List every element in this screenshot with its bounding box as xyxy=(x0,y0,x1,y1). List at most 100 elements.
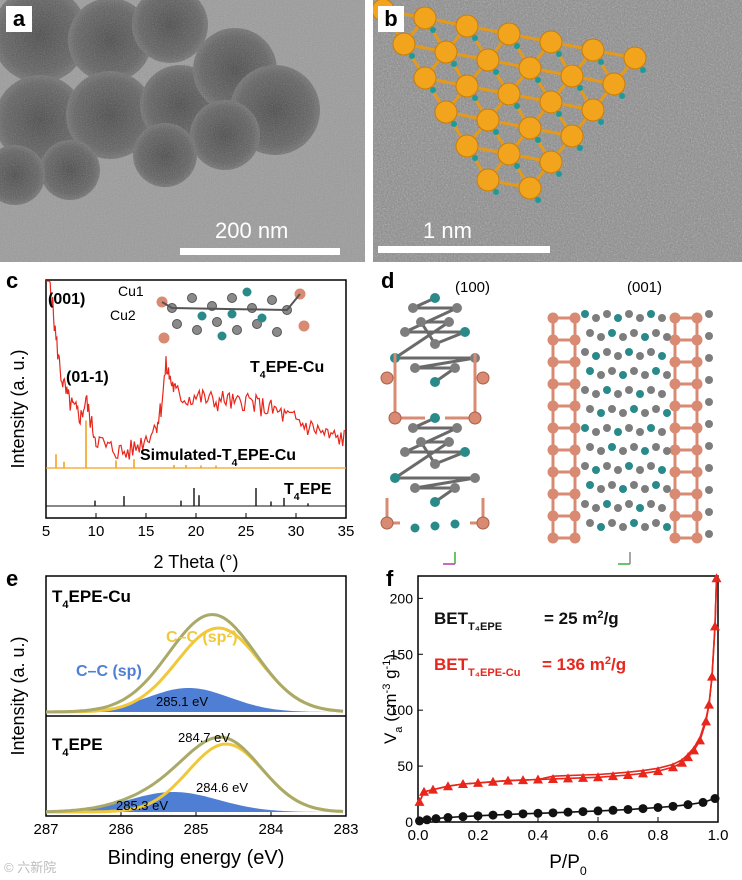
label-top-sample-part: EPE-Cu xyxy=(69,587,131,606)
lattice-cu-atom xyxy=(392,32,416,56)
y-axis-label-f-part: g xyxy=(381,669,400,683)
nitrogen-atom xyxy=(430,413,440,423)
carbon-atom xyxy=(581,348,589,356)
data-point-t4epe xyxy=(548,808,558,818)
bond xyxy=(394,320,450,360)
carbon-atom xyxy=(452,303,462,313)
scale-bar-b xyxy=(378,246,550,253)
x-axis-label-f: P/P0 xyxy=(549,852,587,878)
data-point-t4epe-cu xyxy=(593,772,603,782)
carbon-atom xyxy=(647,500,655,508)
nitrogen-atom xyxy=(658,466,666,474)
carbon-atom xyxy=(586,329,594,337)
view-100-structure xyxy=(380,293,490,533)
lattice-cu-atom xyxy=(497,22,521,46)
series-label-simulated: Simulated-T4EPE-Cu xyxy=(140,447,296,469)
carbon-atom xyxy=(630,367,638,375)
carbon-atom xyxy=(444,437,454,447)
nitrogen-atom xyxy=(430,377,440,387)
x-tick-label-f: 0.2 xyxy=(468,827,489,844)
x-tick-label-f: 0.6 xyxy=(588,827,609,844)
lattice-n-atom xyxy=(598,59,604,65)
nitrogen-atom xyxy=(390,473,400,483)
x-tick-label-f: 0.4 xyxy=(528,827,549,844)
bond xyxy=(404,306,458,334)
nitrogen-atom xyxy=(597,523,605,531)
bet-label-t4epe-part: T₄EPE xyxy=(468,621,502,633)
view-label-100: (100) xyxy=(455,279,490,296)
bottom-envelope xyxy=(46,735,344,814)
lattice-n-atom xyxy=(598,119,604,125)
carbon-atom xyxy=(592,428,600,436)
carbon-atom xyxy=(663,333,671,341)
bond xyxy=(434,450,466,466)
nitrogen-atom xyxy=(658,352,666,360)
watermark: © 六新院 xyxy=(4,860,57,875)
y-axis-label-f-part: a xyxy=(393,726,405,733)
carbon-atom xyxy=(647,462,655,470)
carbon-atom xyxy=(705,508,713,516)
carbon-atom xyxy=(581,386,589,394)
nitrogen-atom xyxy=(636,390,644,398)
molecule-carbon xyxy=(192,325,202,335)
data-point-t4epe xyxy=(563,807,573,817)
data-point-t4epe xyxy=(518,809,528,819)
x-tick-label-c: 35 xyxy=(338,523,355,540)
carbon-atom xyxy=(614,352,622,360)
x-tick-label-e: 285 xyxy=(183,821,208,838)
bond xyxy=(434,330,466,346)
x-tick-label-f: 1.0 xyxy=(708,827,729,844)
y-axis-label-f-part: (cm xyxy=(381,693,400,726)
data-point-t4epe-cu xyxy=(623,770,633,780)
panel-b-hrtem-image: 1 nm xyxy=(373,0,742,262)
carbon-atom xyxy=(597,333,605,341)
y-axis-label-e: Intensity (a. u.) xyxy=(8,636,28,755)
x-tick-label-c: 5 xyxy=(42,523,50,540)
bet-value-t4epe-part: = 25 m xyxy=(544,609,597,628)
lattice-n-atom xyxy=(451,61,457,67)
x-tick-label-e: 286 xyxy=(108,821,133,838)
view-001-structure xyxy=(547,310,713,544)
data-point-t4epe xyxy=(415,816,424,826)
nitrogen-atom xyxy=(614,314,622,322)
nitrogen-atom xyxy=(630,519,638,527)
data-point-t4epe xyxy=(653,802,663,812)
molecule-copper xyxy=(158,332,170,344)
data-point-t4epe-cu xyxy=(518,775,528,785)
data-point-t4epe-cu xyxy=(473,777,483,787)
hrtem-lattice xyxy=(373,0,742,262)
lattice-cu-atom xyxy=(413,6,437,30)
bet-value-t4epe: = 25 m2/g xyxy=(544,609,619,628)
carbon-atom xyxy=(614,504,622,512)
lattice-cu-atom xyxy=(623,46,647,70)
x-tick-label-c: 20 xyxy=(188,523,205,540)
carbon-atom xyxy=(636,352,644,360)
carbon-atom xyxy=(658,314,666,322)
carbon-atom xyxy=(614,466,622,474)
copper-atom xyxy=(468,411,482,425)
nitrogen-atom xyxy=(619,485,627,493)
bet-value-t4epe-part: /g xyxy=(604,609,619,628)
series-label-t4epe: T4EPE xyxy=(284,481,332,503)
carbon-atom xyxy=(619,447,627,455)
lattice-n-atom xyxy=(640,67,646,73)
scale-label-b: 1 nm xyxy=(423,218,472,243)
label-cc-sp2-part: 2 xyxy=(226,629,232,640)
lattice-n-atom xyxy=(493,189,499,195)
copper-atom xyxy=(388,411,402,425)
lattice-cu-atom xyxy=(413,66,437,90)
bond xyxy=(414,476,476,490)
nitrogen-atom xyxy=(619,371,627,379)
lattice-cu-atom xyxy=(539,90,563,114)
carbon-atom xyxy=(608,481,616,489)
y-axis-label-f-part: -1 xyxy=(381,660,393,670)
lattice-cu-atom xyxy=(539,150,563,174)
label-bottom-sample-part: T xyxy=(52,735,63,754)
bet-label-t4epe-part: BET xyxy=(434,609,469,628)
view-label-001: (001) xyxy=(627,279,662,296)
copper-atom xyxy=(476,516,490,530)
molecule-carbon xyxy=(172,319,182,329)
carbon-atom xyxy=(705,310,713,318)
carbon-atom xyxy=(586,443,594,451)
series-label-t4epe-cu-part: T xyxy=(250,359,260,376)
